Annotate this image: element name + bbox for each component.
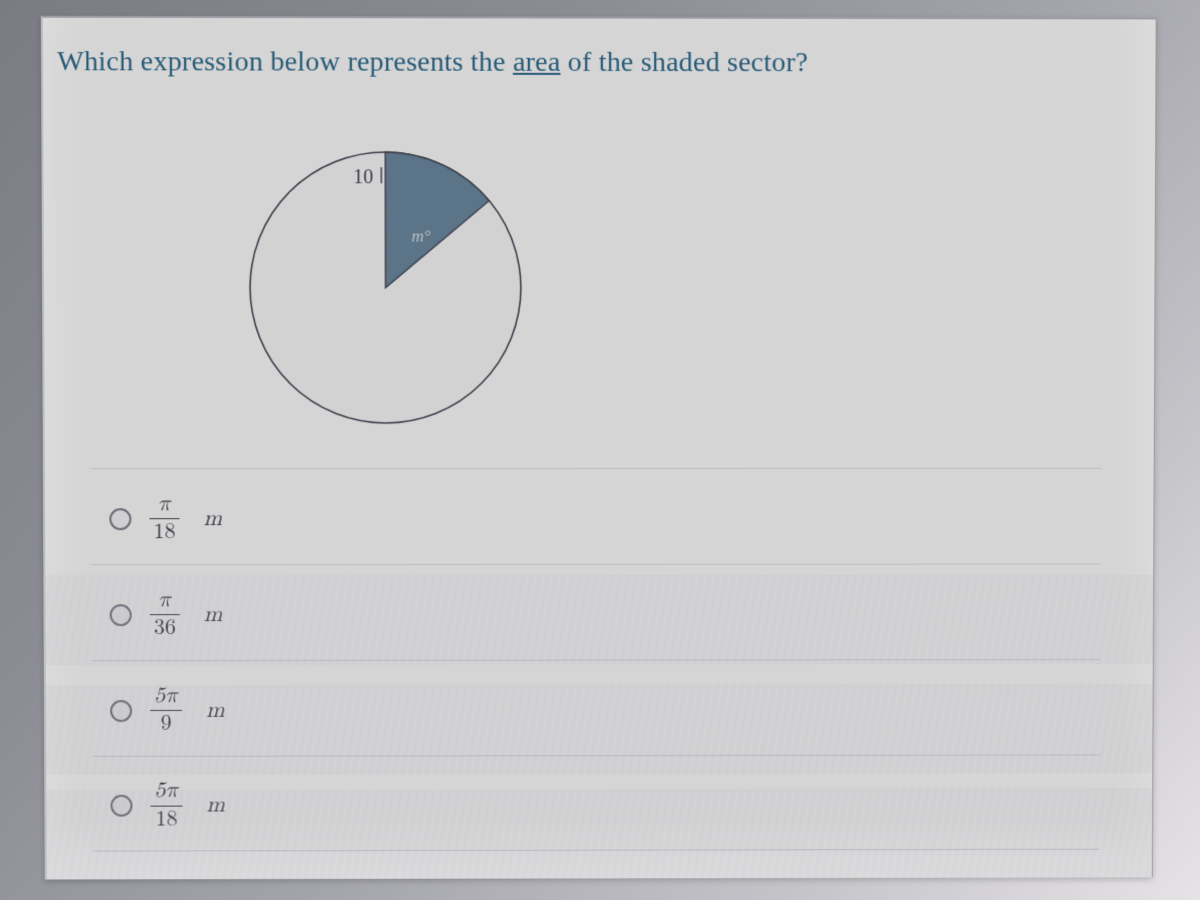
- answer-option-2[interactable]: π 36 m: [91, 564, 1100, 661]
- answer-option-4[interactable]: 5π 18 m: [92, 754, 1099, 851]
- angle-label: m°: [412, 227, 431, 246]
- photo-surface: Which expression below represents the ar…: [0, 0, 1200, 900]
- fraction: 5π 18: [150, 780, 182, 831]
- fraction-denominator: 18: [151, 808, 181, 831]
- answer-option-1[interactable]: π 18 m: [91, 468, 1101, 564]
- figure-container: 10 m°: [214, 107, 556, 448]
- question-underlined-word: area: [513, 47, 561, 78]
- radio-icon[interactable]: [110, 700, 132, 722]
- fraction: π 18: [149, 493, 179, 544]
- fraction-bar: [151, 805, 183, 806]
- fraction-trail: m: [206, 793, 224, 819]
- fraction-numerator: 5π: [150, 685, 182, 708]
- fraction-numerator: π: [154, 589, 175, 612]
- answer-option-3[interactable]: 5π 9 m: [92, 659, 1100, 756]
- question-prefix: Which expression below represents the: [57, 46, 513, 78]
- question-suffix: of the shaded sector?: [560, 47, 808, 79]
- question-text: Which expression below represents the ar…: [57, 46, 808, 79]
- fraction-bar: [150, 614, 180, 615]
- fraction-trail: m: [204, 506, 222, 532]
- fraction-denominator: 36: [150, 617, 180, 640]
- fraction-denominator: 18: [149, 521, 179, 544]
- sector-figure: 10 m°: [214, 107, 556, 448]
- fraction-bar: [150, 710, 182, 711]
- quiz-panel: Which expression below represents the ar…: [41, 16, 1157, 880]
- radius-label: 10: [353, 166, 373, 188]
- fraction-trail: m: [206, 697, 224, 723]
- answer-list: π 18 m π 36 m 5π 9: [91, 468, 1101, 852]
- fraction-bar: [149, 518, 179, 519]
- radio-icon[interactable]: [110, 604, 132, 626]
- radio-icon[interactable]: [109, 508, 131, 530]
- fraction-numerator: 5π: [150, 780, 182, 803]
- fraction: 5π 9: [150, 685, 182, 736]
- fraction: π 36: [150, 589, 180, 640]
- fraction-numerator: π: [154, 493, 175, 516]
- radio-icon[interactable]: [110, 795, 132, 817]
- fraction-denominator: 9: [157, 713, 176, 736]
- fraction-trail: m: [204, 602, 222, 628]
